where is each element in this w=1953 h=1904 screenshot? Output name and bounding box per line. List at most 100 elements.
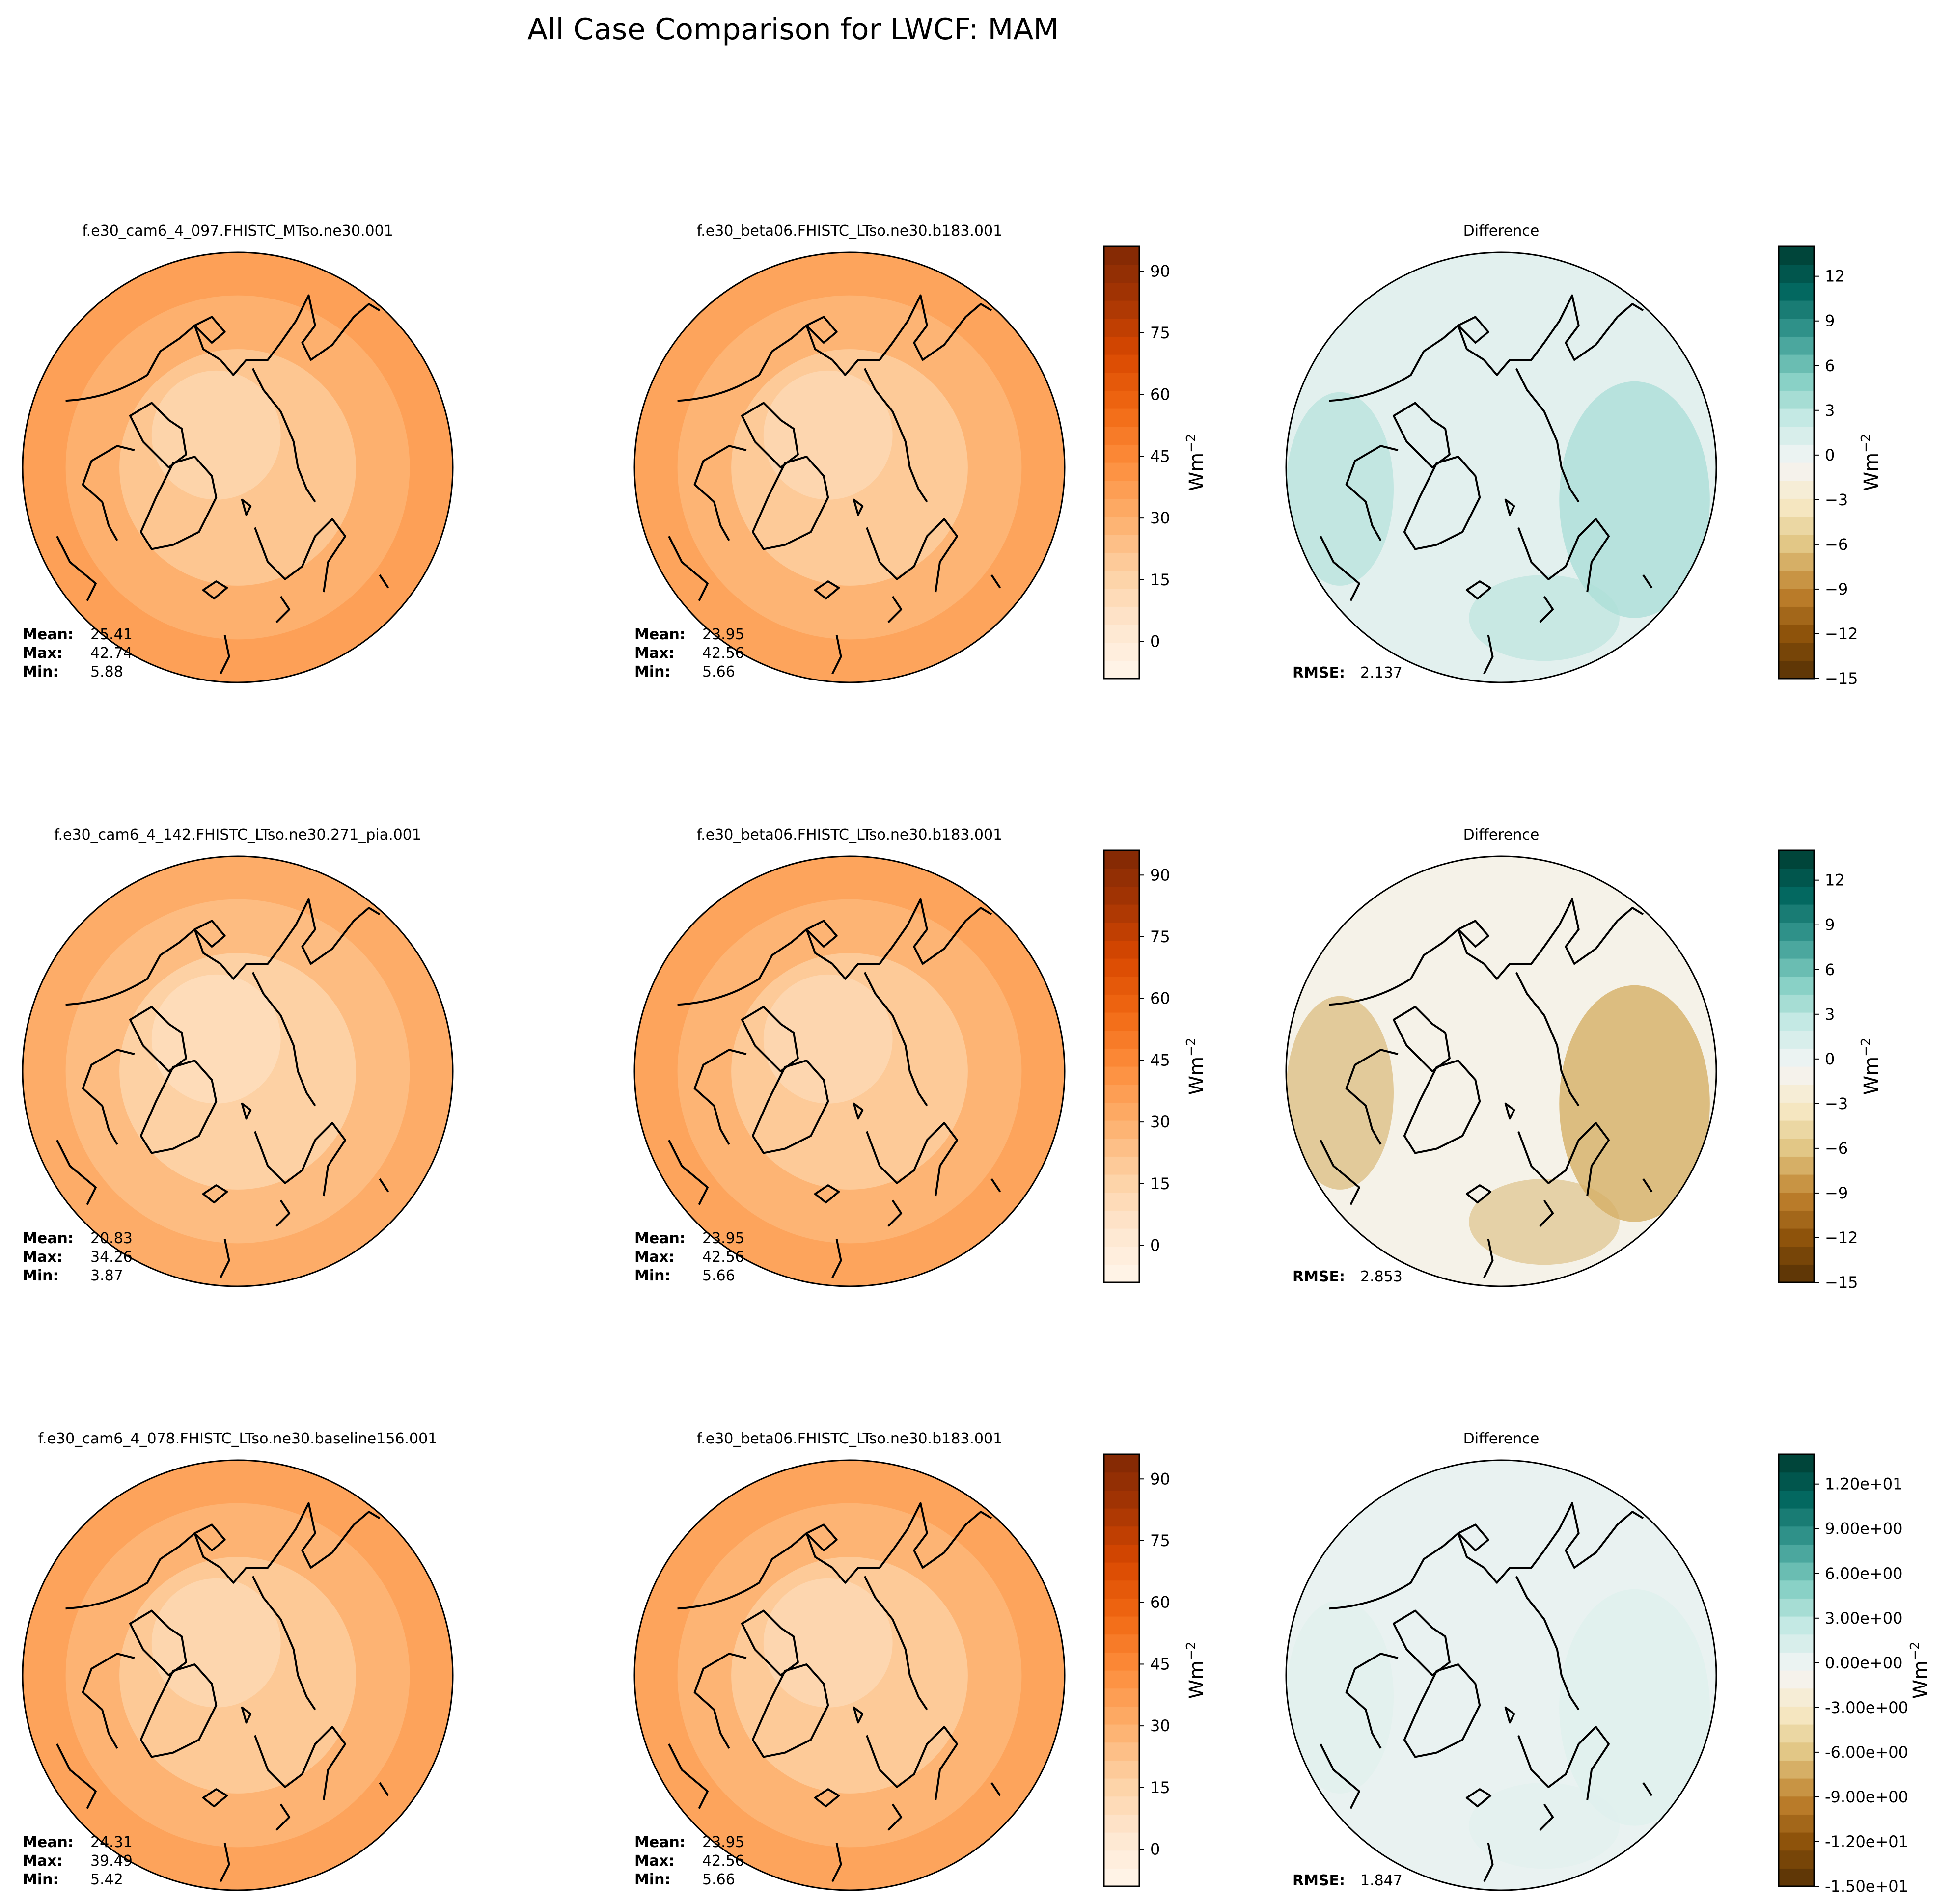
field-colorbar-1-segment xyxy=(1104,571,1139,589)
test-map-2-coastline xyxy=(251,972,316,1107)
field-colorbar-2-segment xyxy=(1104,1264,1139,1283)
difference-colorbar-2-segment xyxy=(1779,1264,1814,1283)
baseline-stats-max-label: Max: xyxy=(634,1249,674,1266)
test-map-2-coastline xyxy=(241,1102,252,1120)
baseline-stats-min-value: 5.66 xyxy=(702,663,735,680)
difference-colorbar-2-tick-label: 6 xyxy=(1825,960,1835,979)
test-stats-mean-value: 20.83 xyxy=(90,1230,133,1247)
field-colorbar-2-frame xyxy=(1103,849,1140,1283)
difference-colorbar-2-segment xyxy=(1779,1066,1814,1085)
field-colorbar-3-segment xyxy=(1104,1742,1139,1761)
difference-colorbar-3-segment xyxy=(1779,1814,1814,1833)
difference-colorbar-2-segment xyxy=(1779,1030,1814,1049)
difference-colorbar-3-tick-label: -3.00e+00 xyxy=(1825,1698,1908,1717)
field-colorbar-1-label-exponent: −2 xyxy=(1184,434,1199,453)
test-stats-min-label: Min: xyxy=(23,1871,59,1888)
field-colorbar-3-tick-label: 15 xyxy=(1150,1778,1170,1797)
baseline-map-2-coastline xyxy=(866,1122,958,1197)
field-colorbar-1-tick-label: 75 xyxy=(1150,324,1170,342)
field-colorbar-2: 90 75 60 45 30 15 0 Wm−2 xyxy=(1103,849,1208,1283)
baseline-map-1 xyxy=(633,251,1066,683)
difference-colorbar-3-segment xyxy=(1779,1472,1814,1491)
difference-colorbar-2-tick-label: 0 xyxy=(1825,1050,1835,1068)
difference-colorbar-3-label-exponent: −2 xyxy=(1908,1642,1923,1660)
difference-map-1-coastline xyxy=(1483,635,1494,675)
field-colorbar-3-segment xyxy=(1104,1796,1139,1815)
difference-map-3-coastline xyxy=(1320,1743,1360,1809)
baseline-stats-max-label: Max: xyxy=(634,645,674,662)
baseline-stats-mean-value: 23.95 xyxy=(702,1834,744,1851)
baseline-map-1-coastline xyxy=(741,402,799,468)
difference-colorbar-3-segment xyxy=(1779,1832,1814,1851)
test-map-2 xyxy=(22,855,454,1287)
rmse-value: 2.853 xyxy=(1360,1268,1403,1285)
difference-map-3-coastline xyxy=(1504,1706,1515,1724)
field-colorbar-2-segment xyxy=(1104,904,1139,923)
row-2: f.e30_cam6_4_142.FHISTC_LTso.ne30.271_pi… xyxy=(22,826,1883,1292)
field-colorbar-3-segment xyxy=(1104,1490,1139,1509)
field-colorbar-1-segment xyxy=(1104,300,1139,319)
baseline-map-3-coastline xyxy=(805,1523,838,1551)
test-stats-mean-value: 25.41 xyxy=(90,626,133,643)
difference-colorbar-1-segment xyxy=(1779,498,1814,517)
difference-colorbar-2-segment xyxy=(1779,940,1814,959)
baseline-stats-max-value: 42.56 xyxy=(702,1249,744,1266)
field-colorbar-2-segment xyxy=(1104,976,1139,995)
difference-colorbar-1-segment xyxy=(1779,372,1814,391)
difference-map-2-anomaly xyxy=(1286,996,1394,1190)
field-colorbar-1-segment xyxy=(1104,552,1139,571)
field-colorbar-2-segment xyxy=(1104,1138,1139,1157)
difference-colorbar-3-segment xyxy=(1779,1688,1814,1707)
test-map-3-coastline xyxy=(193,1523,226,1551)
baseline-map-2-coastline xyxy=(863,972,928,1107)
baseline-map-2-coastline xyxy=(814,1184,840,1204)
baseline-map-2-coastline xyxy=(751,1060,829,1154)
difference-map-3-coastline xyxy=(1329,1502,1644,1610)
difference-colorbar-3-segment xyxy=(1779,1850,1814,1869)
difference-colorbar-3-segment xyxy=(1779,1580,1814,1599)
field-colorbar-2-segment xyxy=(1104,1030,1139,1049)
field-colorbar-3-frame xyxy=(1103,1453,1140,1887)
test-map-2-coastline xyxy=(139,1060,218,1154)
difference-colorbar-1-segment xyxy=(1779,480,1814,499)
test-map-1-coastline xyxy=(129,402,187,468)
test-map-1-coastline xyxy=(139,456,218,550)
field-colorbar-3-segment xyxy=(1104,1598,1139,1617)
baseline-map-3-coastline xyxy=(990,1782,1001,1796)
difference-colorbar-3-segment xyxy=(1779,1868,1814,1887)
test-map-2-coastline xyxy=(65,898,381,1006)
field-colorbar-3-segment xyxy=(1104,1814,1139,1833)
field-colorbar-1-segment xyxy=(1104,372,1139,391)
test-map-3-coastline xyxy=(275,1803,291,1831)
difference-colorbar-2-segment xyxy=(1779,1246,1814,1265)
difference-map-1-coastline xyxy=(1539,596,1554,623)
field-colorbar-2-segment xyxy=(1104,1192,1139,1211)
baseline-map-3-band xyxy=(763,1578,893,1708)
difference-colorbar-1-segment xyxy=(1779,625,1814,643)
baseline-map-2-coastline xyxy=(831,1239,842,1278)
difference-map-2-coastline xyxy=(1345,1049,1399,1145)
difference-colorbar-1-segment xyxy=(1779,264,1814,283)
baseline-map-1-coastline xyxy=(866,518,958,593)
difference-map-3-coastline xyxy=(1457,1523,1489,1551)
difference-colorbar-3-segment xyxy=(1779,1508,1814,1527)
difference-colorbar-2: 12 9 6 3 0 −3 −6 −9 −12 −15 Wm−2 xyxy=(1778,849,1883,1292)
difference-map-3 xyxy=(1285,1459,1717,1891)
difference-colorbar-1-label: Wm−2 xyxy=(1859,434,1883,491)
difference-panel-title: Difference xyxy=(1463,222,1540,240)
difference-map-1-coastline xyxy=(1345,445,1399,541)
difference-colorbar-2-label-exponent: −2 xyxy=(1859,1038,1873,1057)
baseline-stats-min-label: Min: xyxy=(634,663,671,680)
field-colorbar-1-segment xyxy=(1104,625,1139,643)
row-1: f.e30_cam6_4_097.FHISTC_MTso.ne30.001 Mea… xyxy=(22,222,1883,688)
test-map-1-coastline xyxy=(275,596,291,623)
field-colorbar-2-segment xyxy=(1104,1048,1139,1067)
baseline-map-1-coastline xyxy=(668,536,709,601)
difference-colorbar-2-segment xyxy=(1779,868,1814,887)
test-stats-min-value: 3.87 xyxy=(90,1267,123,1284)
baseline-stats-min-value: 5.66 xyxy=(702,1871,735,1888)
difference-colorbar-3-segment xyxy=(1779,1652,1814,1671)
difference-colorbar-3-segment xyxy=(1779,1706,1814,1725)
baseline-map-1-coastline xyxy=(863,368,928,503)
test-map-1-coastline xyxy=(56,536,97,601)
